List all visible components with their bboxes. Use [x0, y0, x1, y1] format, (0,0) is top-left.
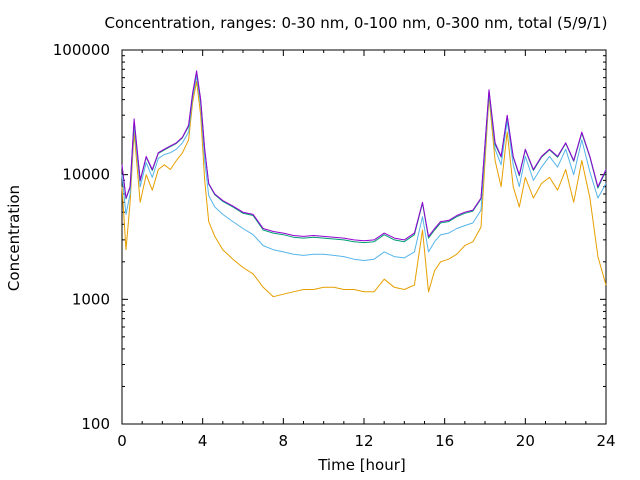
- chart-title: Concentration, ranges: 0-30 nm, 0-100 nm…: [104, 14, 608, 32]
- x-tick-label: 0: [117, 432, 127, 450]
- x-tick-label: 8: [279, 432, 289, 450]
- series-line-1: [121, 71, 607, 244]
- y-tick-label: 1000: [72, 290, 110, 308]
- y-tick-label: 100: [81, 415, 110, 433]
- series-line-3: [121, 80, 607, 298]
- x-tick-label: 20: [516, 432, 535, 450]
- x-tick-label: 12: [354, 432, 373, 450]
- y-tick-label: 100000: [53, 41, 110, 59]
- x-axis-label: Time [hour]: [318, 456, 406, 474]
- x-tick-label: 24: [596, 432, 615, 450]
- axis-ticks: 0 4 8 12 16 20 24 100 1000 10000 100000: [53, 41, 616, 450]
- x-tick-label: 4: [198, 432, 208, 450]
- y-axis-label: Concentration: [5, 184, 23, 292]
- y-tick-label: 10000: [62, 166, 110, 184]
- series-line-0: [121, 70, 607, 242]
- series-lines: [121, 70, 607, 298]
- plot-frame: [121, 49, 607, 425]
- series-line-2: [121, 75, 607, 261]
- x-tick-label: 16: [435, 432, 454, 450]
